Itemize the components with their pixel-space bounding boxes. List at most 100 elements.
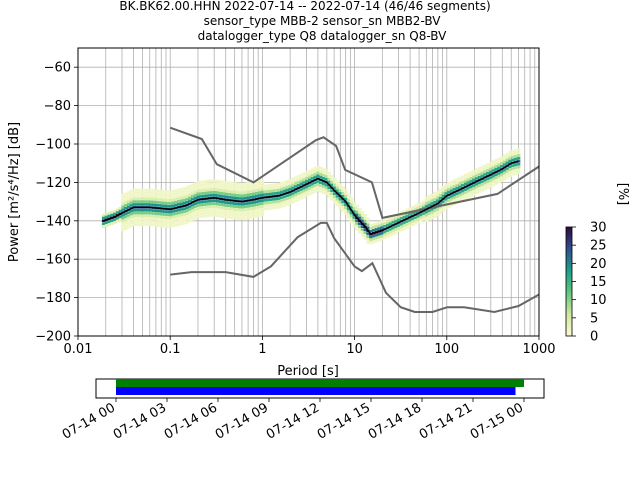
heatmap-cell — [452, 185, 457, 188]
x-axis-label: Period [s] — [277, 364, 339, 379]
heatmap-cell — [447, 196, 451, 200]
heatmap-cell — [238, 202, 242, 206]
heatmap-cell — [224, 204, 229, 207]
heatmap-cell — [260, 199, 265, 202]
heatmap-cell — [232, 213, 237, 217]
heatmap-cell — [285, 180, 290, 183]
low-noise-model-line — [170, 221, 539, 314]
heatmap-cell — [154, 209, 159, 213]
heatmap-cell — [188, 187, 192, 191]
heatmap-cell — [383, 236, 387, 240]
heatmap-cell — [152, 200, 156, 204]
heatmap-cell — [427, 194, 432, 198]
heatmap-cell — [266, 184, 270, 187]
heatmap-cell — [190, 186, 195, 190]
heatmap-cell — [132, 188, 137, 192]
heatmap-cell — [436, 213, 440, 217]
heatmap-cell — [160, 224, 164, 228]
heatmap-cell — [388, 228, 393, 231]
heatmap-cell — [168, 222, 173, 225]
heatmap-cell — [235, 191, 240, 194]
heatmap-cell — [152, 212, 156, 215]
heatmap-cell — [374, 225, 379, 228]
heatmap-cell — [330, 189, 334, 193]
heatmap-cell — [185, 212, 190, 215]
heatmap-cell — [185, 189, 190, 192]
heatmap-cell — [366, 235, 370, 238]
heatmap-cell — [218, 186, 223, 189]
heatmap-cell — [511, 164, 515, 167]
heatmap-cell — [243, 191, 248, 194]
heatmap-cell — [126, 219, 131, 223]
heatmap-cell — [165, 204, 170, 208]
heatmap-cell — [383, 233, 387, 237]
heatmap-cell — [338, 189, 343, 192]
heatmap-cell — [469, 191, 474, 195]
heatmap-cell — [335, 189, 340, 192]
heatmap-cell — [422, 215, 426, 218]
heatmap-cell — [163, 213, 167, 216]
heatmap-cell — [146, 223, 151, 226]
heatmap-cell — [397, 218, 401, 222]
heatmap-cell — [229, 187, 234, 191]
heatmap-cell — [458, 196, 462, 200]
heatmap-cell — [369, 227, 373, 230]
heatmap-cell — [463, 188, 468, 192]
heatmap-cell — [332, 192, 337, 195]
heatmap-cell — [430, 207, 435, 211]
heatmap-cell — [472, 192, 476, 196]
heatmap-cell — [305, 179, 309, 183]
heatmap-cell — [280, 187, 284, 191]
heatmap-cell — [349, 203, 354, 206]
heatmap-cell — [374, 239, 379, 243]
heatmap-cell — [124, 227, 128, 230]
heatmap-cell — [182, 190, 187, 193]
heatmap-cell — [207, 194, 212, 197]
heatmap-cell — [410, 206, 415, 209]
heatmap-cell — [243, 202, 248, 206]
heatmap-cell — [268, 189, 273, 193]
heatmap-cell — [505, 173, 510, 176]
heatmap-cell — [363, 214, 368, 217]
heatmap-cell — [344, 209, 348, 212]
heatmap-cell — [210, 188, 215, 191]
heatmap-cell — [235, 202, 240, 206]
heatmap-cell — [474, 177, 479, 180]
heatmap-cell — [185, 195, 190, 198]
heatmap-cell — [385, 235, 390, 238]
heatmap-cell — [168, 219, 173, 223]
heatmap-cell — [413, 219, 418, 222]
heatmap-cell — [285, 188, 290, 192]
heatmap-cell — [436, 193, 440, 197]
heatmap-cell — [218, 203, 223, 206]
heatmap-cell — [157, 198, 162, 201]
heatmap-cell — [402, 221, 407, 225]
heatmap-cell — [196, 204, 201, 207]
heatmap-cell — [307, 184, 312, 187]
colorbar-tick-label: 30 — [590, 221, 607, 236]
heatmap-cell — [511, 152, 515, 156]
heatmap-cell — [257, 191, 262, 194]
heatmap-cell — [157, 221, 162, 224]
heatmap-cell — [341, 209, 345, 212]
heatmap-cell — [332, 195, 337, 198]
heatmap-cell — [461, 184, 465, 187]
heatmap-cell — [449, 203, 454, 207]
heatmap-cell — [307, 175, 312, 179]
heatmap-cell — [154, 215, 159, 218]
heatmap-cell — [124, 198, 128, 201]
heatmap-cell — [441, 185, 446, 189]
heatmap-cell — [452, 199, 457, 203]
heatmap-cell — [332, 200, 337, 204]
heatmap-cell — [516, 165, 521, 169]
heatmap-cell — [516, 157, 521, 160]
heatmap-cell — [358, 207, 362, 211]
heatmap-cell — [405, 226, 409, 229]
heatmap-cell — [263, 201, 267, 205]
heatmap-cell — [204, 203, 209, 206]
heatmap-cell — [249, 207, 254, 210]
heatmap-cell — [135, 214, 139, 218]
heatmap-cell — [296, 198, 301, 201]
heatmap-cell — [210, 199, 215, 203]
heatmap-cell — [321, 182, 326, 186]
